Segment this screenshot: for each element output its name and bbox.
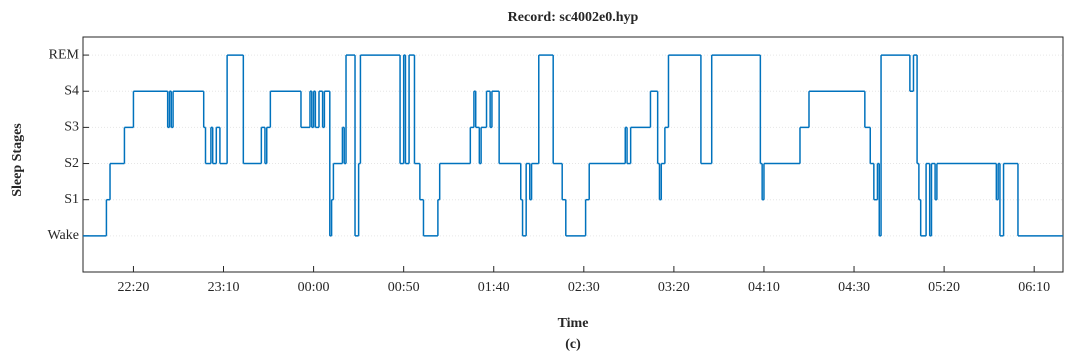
x-tick-label: 00:00 <box>298 280 330 295</box>
y-tick-label: S1 <box>64 192 79 207</box>
x-tick-label: 02:30 <box>568 280 600 295</box>
x-tick-label: 00:50 <box>388 280 420 295</box>
y-axis-label: Sleep Stages <box>10 123 25 197</box>
x-axis-label: Time <box>558 316 589 331</box>
x-tick-label: 06:10 <box>1018 280 1050 295</box>
y-tick-label: REM <box>49 47 80 62</box>
y-tick-label: S4 <box>64 83 79 98</box>
plot-frame <box>82 36 1064 273</box>
y-tick-label: S3 <box>64 120 79 135</box>
x-tick-label: 03:20 <box>658 280 690 295</box>
y-tick-label: Wake <box>47 228 79 243</box>
y-tick-label: S2 <box>64 156 79 171</box>
x-tick-label: 22:20 <box>117 280 149 295</box>
x-tick-label: 05:20 <box>928 280 960 295</box>
x-tick-label: 04:10 <box>748 280 780 295</box>
x-tick-label: 23:10 <box>208 280 240 295</box>
chart-title: Record: sc4002e0.hyp <box>508 10 639 25</box>
x-tick-label: 04:30 <box>838 280 870 295</box>
x-tick-label: 01:40 <box>478 280 510 295</box>
caption: (c) <box>565 337 581 352</box>
